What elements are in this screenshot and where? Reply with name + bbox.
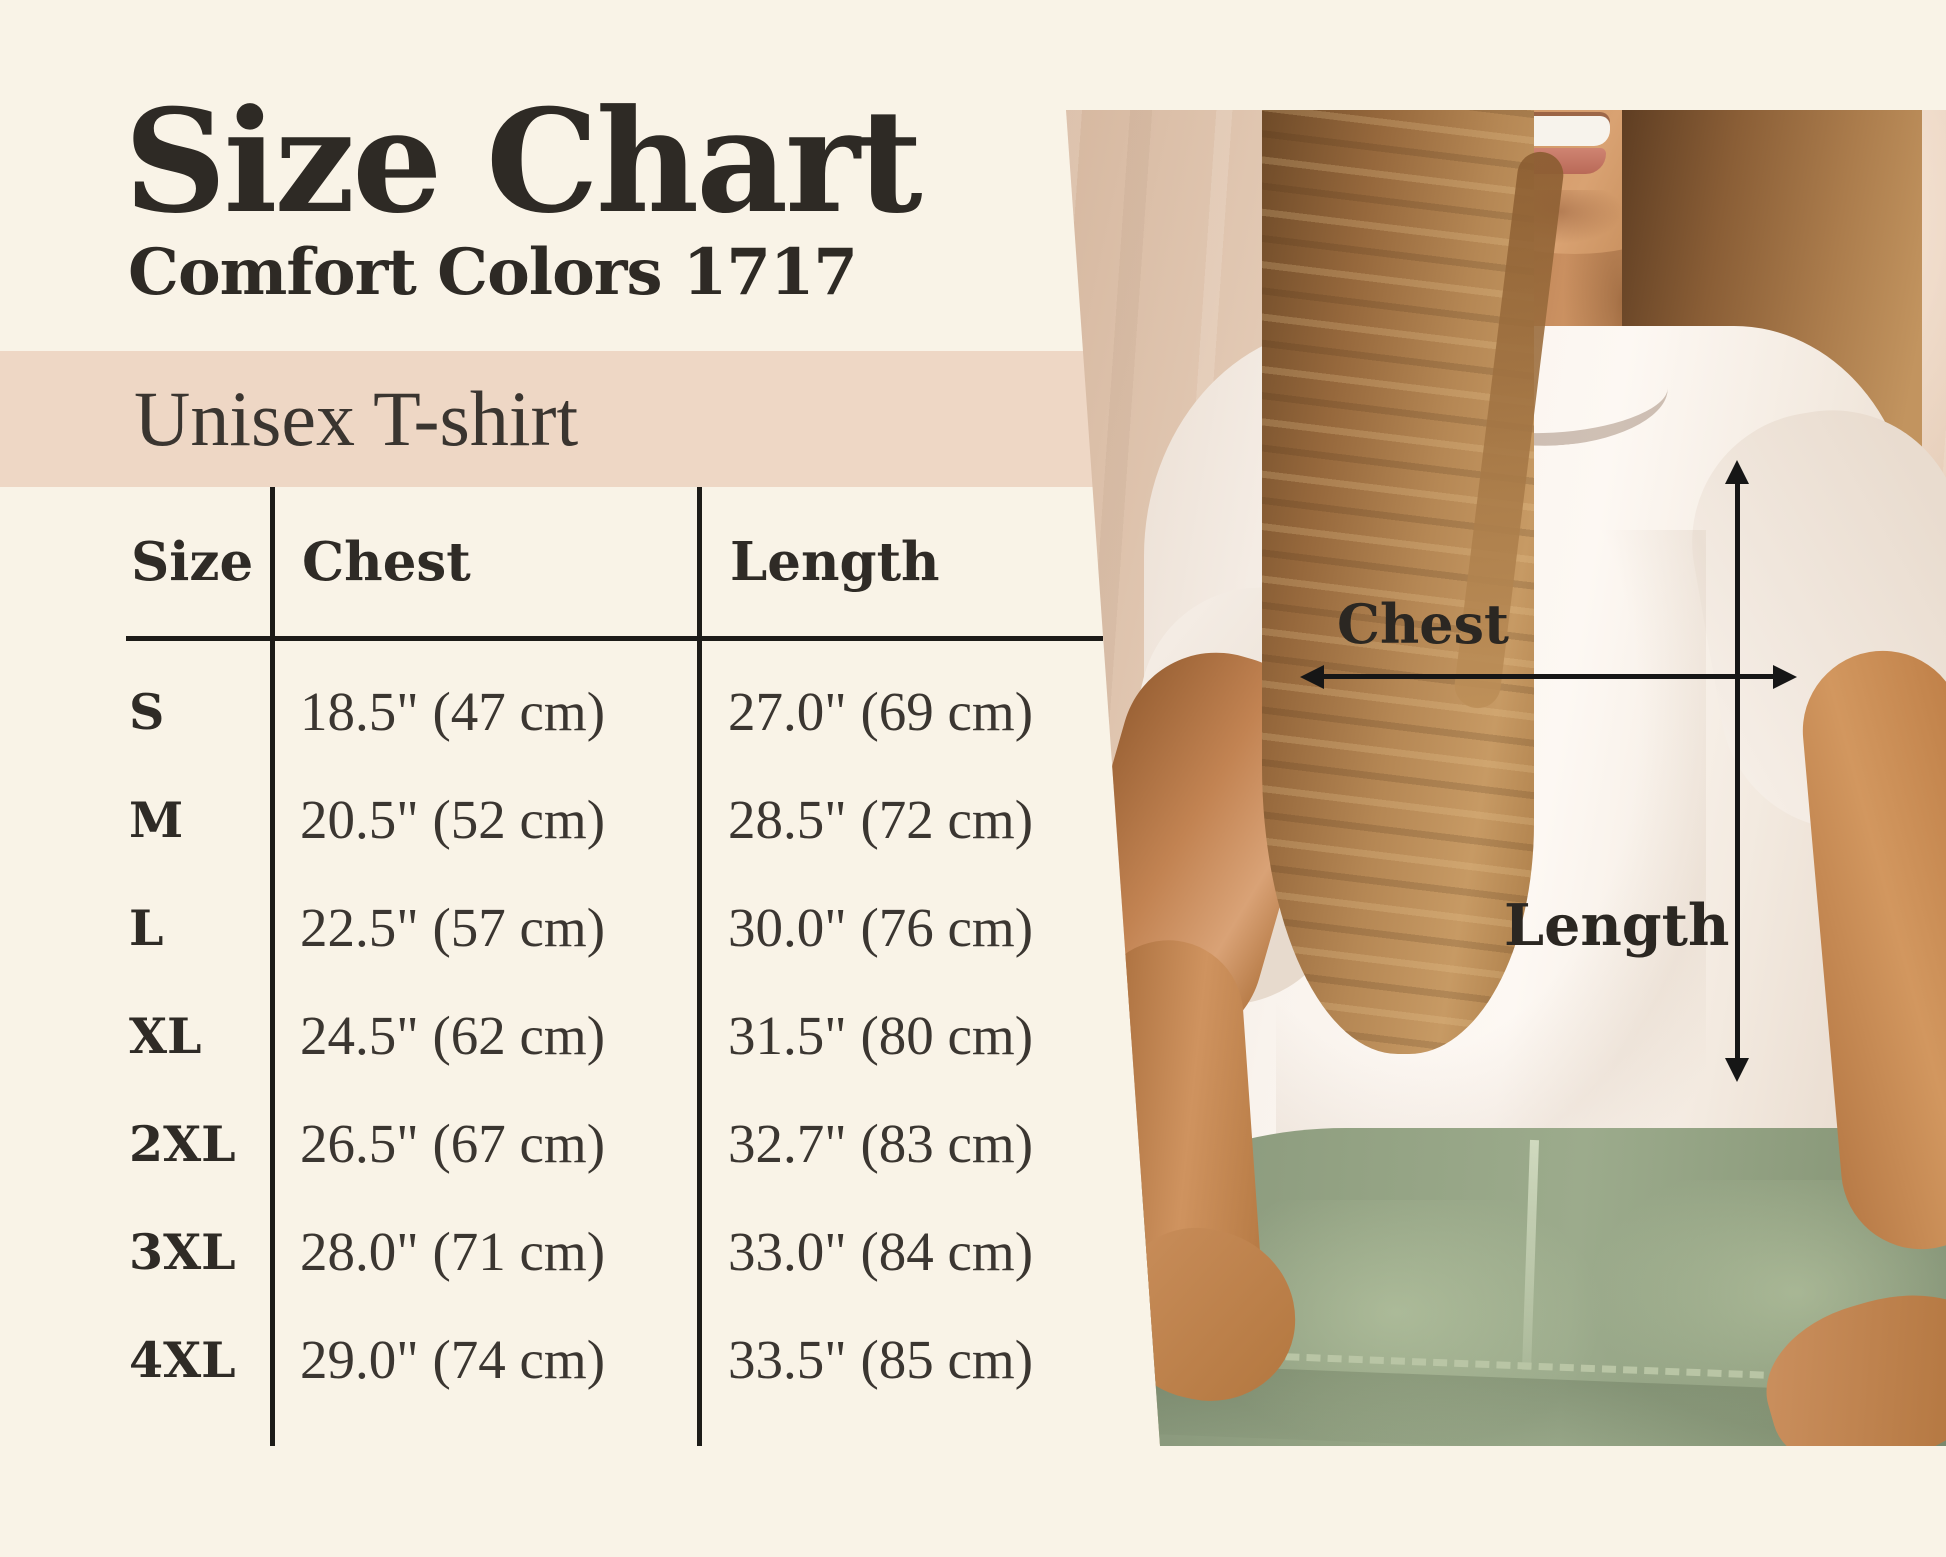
page-title: Size Chart <box>124 79 923 245</box>
table-row: S 18.5" (47 cm) 27.0" (69 cm) <box>0 658 1110 766</box>
table-row: XL 24.5" (62 cm) 31.5" (80 cm) <box>0 982 1110 1090</box>
size-cell: 2XL <box>129 1115 236 1173</box>
column-header-size: Size <box>131 531 254 593</box>
column-header-length: Length <box>730 531 940 593</box>
product-name: Unisex T-shirt <box>134 375 579 462</box>
chest-arrow <box>1320 674 1788 679</box>
length-cell: 33.5" (85 cm) <box>728 1329 1034 1390</box>
length-cell: 30.0" (76 cm) <box>728 897 1034 958</box>
column-header-chest: Chest <box>302 531 471 593</box>
size-cell: L <box>129 899 164 957</box>
length-cell: 32.7" (83 cm) <box>728 1113 1034 1174</box>
chest-measure-label: Chest <box>1337 592 1509 656</box>
length-arrow <box>1735 476 1740 1062</box>
arrowhead-down-icon <box>1725 1058 1749 1082</box>
chest-cell: 20.5" (52 cm) <box>300 789 606 850</box>
table-divider-vertical-2 <box>697 487 702 1446</box>
chest-cell: 28.0" (71 cm) <box>300 1221 606 1282</box>
table-row: M 20.5" (52 cm) 28.5" (72 cm) <box>0 766 1110 874</box>
table-header-underline <box>126 636 1103 641</box>
table-row: 4XL 29.0" (74 cm) 33.5" (85 cm) <box>0 1306 1110 1414</box>
size-cell: M <box>129 791 184 849</box>
product-band <box>0 351 1120 487</box>
chest-cell: 24.5" (62 cm) <box>300 1005 606 1066</box>
arrowhead-right-icon <box>1773 665 1797 689</box>
length-cell: 28.5" (72 cm) <box>728 789 1034 850</box>
table-row: L 22.5" (57 cm) 30.0" (76 cm) <box>0 874 1110 982</box>
chest-cell: 26.5" (67 cm) <box>300 1113 606 1174</box>
arrowhead-up-icon <box>1725 460 1749 484</box>
page-subtitle: Comfort Colors 1717 <box>128 235 858 310</box>
length-cell: 31.5" (80 cm) <box>728 1005 1034 1066</box>
arrowhead-left-icon <box>1300 665 1324 689</box>
length-measure-label: Length <box>1504 892 1730 959</box>
size-cell: S <box>129 683 165 741</box>
size-cell: 3XL <box>129 1223 236 1281</box>
size-cell: XL <box>129 1007 202 1065</box>
length-cell: 33.0" (84 cm) <box>728 1221 1034 1282</box>
chest-cell: 18.5" (47 cm) <box>300 681 606 742</box>
size-cell: 4XL <box>129 1331 236 1389</box>
table-divider-vertical-1 <box>270 487 275 1446</box>
length-cell: 27.0" (69 cm) <box>728 681 1034 742</box>
model-photo <box>1066 110 1946 1446</box>
chest-cell: 22.5" (57 cm) <box>300 897 606 958</box>
table-row: 3XL 28.0" (71 cm) 33.0" (84 cm) <box>0 1198 1110 1306</box>
chest-cell: 29.0" (74 cm) <box>300 1329 606 1390</box>
table-row: 2XL 26.5" (67 cm) 32.7" (83 cm) <box>0 1090 1110 1198</box>
